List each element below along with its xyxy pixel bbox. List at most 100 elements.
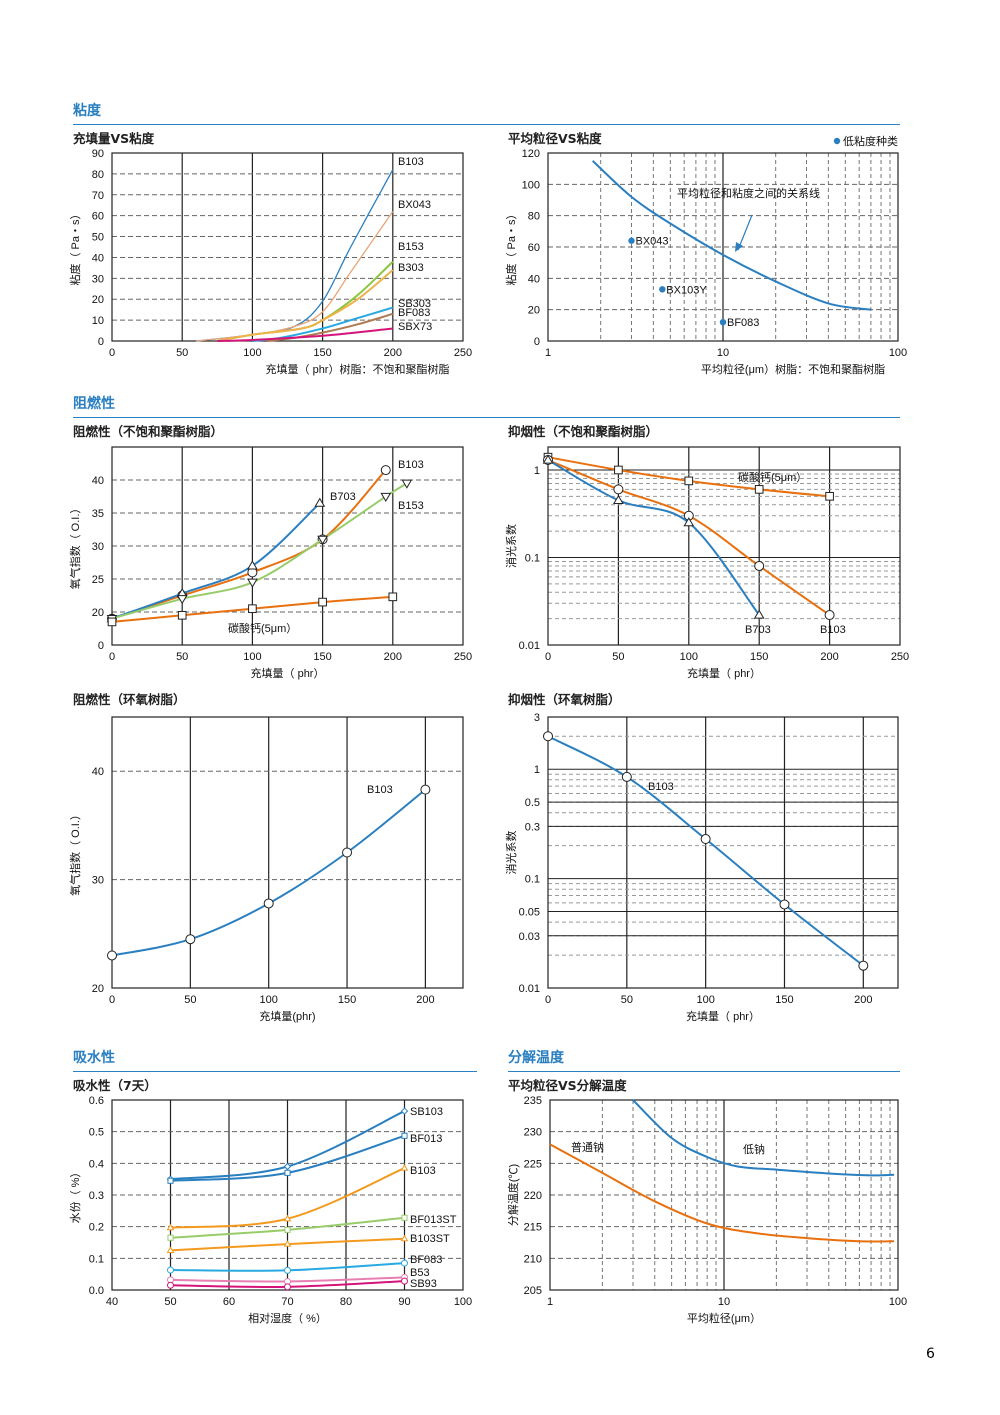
series-label: BF083	[398, 307, 430, 319]
series-label: B103ST	[410, 1233, 450, 1245]
y-tick-label: 100	[522, 179, 540, 191]
data-marker	[621, 771, 632, 782]
data-marker	[167, 1234, 174, 1241]
series-label: B103	[410, 1165, 436, 1177]
y-axis-label: 氧气指数（ O.I.）	[68, 503, 82, 590]
series-label: BX043	[635, 236, 668, 248]
y-tick-label: 0.2	[89, 1222, 104, 1234]
x-tick-label: 1	[545, 347, 551, 359]
x-tick-label: 250	[891, 651, 909, 663]
series-label: SB303	[398, 298, 431, 310]
series-label: SB93	[410, 1278, 437, 1290]
y-tick-label: 205	[524, 1285, 542, 1297]
data-marker	[380, 465, 391, 476]
y-tick-label: 35	[92, 508, 104, 520]
data-marker	[401, 1259, 408, 1267]
y-tick-label: 20	[92, 294, 104, 306]
y-tick-label: 120	[522, 148, 540, 160]
data-marker	[401, 1277, 408, 1285]
y-tick-label: 0.1	[525, 874, 540, 886]
y-tick-label: 50	[92, 232, 104, 244]
data-marker	[167, 1281, 174, 1289]
series-line	[217, 260, 394, 342]
data-marker	[284, 1283, 291, 1291]
chart-title: 充填量VS粘度	[73, 131, 155, 146]
data-marker	[167, 1266, 174, 1274]
data-marker	[177, 610, 187, 620]
x-tick-label: 200	[384, 651, 402, 663]
y-tick-label: 80	[528, 211, 540, 223]
x-tick-label: 50	[164, 1296, 176, 1308]
data-marker	[167, 1177, 174, 1184]
series-label: 普通钠	[571, 1140, 604, 1154]
y-tick-label: 1	[534, 764, 540, 776]
data-marker	[754, 560, 765, 571]
series-line	[547, 459, 760, 616]
data-marker	[700, 834, 711, 845]
plot-frame	[111, 152, 464, 342]
y-tick-label: 25	[92, 574, 104, 586]
data-marker	[284, 1226, 291, 1233]
data-marker	[824, 610, 835, 621]
x-axis-label: 充填量（ phr）	[686, 1009, 760, 1023]
x-tick-label: 50	[176, 347, 188, 359]
data-marker	[825, 491, 834, 501]
y-tick-label: 0.5	[89, 1127, 104, 1139]
x-tick-label: 10	[718, 1296, 730, 1308]
data-marker	[753, 609, 765, 619]
data-marker	[263, 898, 274, 909]
series-label: B703	[745, 624, 771, 636]
x-axis-label: 充填量（ phr）	[251, 666, 325, 680]
x-tick-label: 150	[338, 994, 356, 1006]
y-tick-label: 215	[524, 1222, 542, 1234]
chart-c1: 0 50 100 150 200 250 0 10 20 30 40 50 60 70 80 90 充填量（ p…	[68, 148, 472, 376]
data-marker	[284, 1169, 291, 1176]
plot-frame	[111, 716, 464, 989]
series-label: 低钠	[743, 1142, 765, 1156]
data-marker	[400, 1164, 409, 1171]
chart-title: 阻燃性（环氧树脂）	[73, 692, 186, 707]
chart-title: 平均粒径VS粘度	[508, 131, 602, 146]
x-tick-label: 0	[109, 994, 115, 1006]
x-tick-label: 50	[612, 651, 624, 663]
x-tick-label: 250	[454, 347, 472, 359]
page-number: 6	[926, 1346, 935, 1362]
plot-frame	[549, 1099, 899, 1291]
series-label: BF083	[727, 317, 759, 329]
y-tick-label: 40	[92, 475, 104, 487]
y-tick-label: 235	[524, 1095, 542, 1107]
data-marker	[380, 492, 392, 502]
y-tick-label: 80	[92, 169, 104, 181]
data-marker	[283, 1214, 292, 1222]
data-marker	[283, 1162, 292, 1171]
data-marker	[342, 847, 353, 858]
x-tick-label: 150	[750, 651, 768, 663]
chart-title: 平均粒径VS分解温度	[508, 1078, 627, 1093]
y-axis-label: 消光系数	[504, 831, 518, 875]
x-axis-label: 相对湿度（ %）	[248, 1311, 327, 1325]
data-marker	[247, 560, 258, 570]
y-tick-label: 20	[92, 983, 104, 995]
series-label: B153	[398, 500, 424, 512]
series-line	[111, 502, 321, 620]
y-tick-label: 220	[524, 1190, 542, 1202]
chart-c7: 40 50 60 70 80 90 100 0.0 0.1 0.2 0.3 0.4 0.5 0.6 相对湿度…	[69, 1095, 472, 1325]
series-line	[217, 327, 393, 342]
arrow-head-icon	[735, 242, 743, 252]
y-tick-label: 0.1	[89, 1253, 104, 1265]
chart-title: 阻燃性（不饱和聚酯树脂）	[73, 424, 224, 439]
series-label: B153	[398, 241, 424, 253]
y-tick-label: 0.3	[89, 1190, 104, 1202]
y-tick-label: 230	[524, 1127, 542, 1139]
series-label: SB103	[410, 1106, 443, 1118]
y-tick-label: 70	[92, 190, 104, 202]
chart-c3: 0 50 100 150 200 250 20 25 30 35 40 0 充填量（ phr） 氧气指数（…	[68, 446, 472, 680]
chart-title: 抑烟性（环氧树脂）	[508, 692, 621, 707]
series-label: 碳酸钙(5μm）	[738, 470, 807, 484]
x-axis-label: 充填量(phr)	[259, 1009, 315, 1023]
data-marker	[420, 784, 431, 795]
data-marker	[317, 535, 328, 545]
x-tick-label: 100	[680, 651, 698, 663]
